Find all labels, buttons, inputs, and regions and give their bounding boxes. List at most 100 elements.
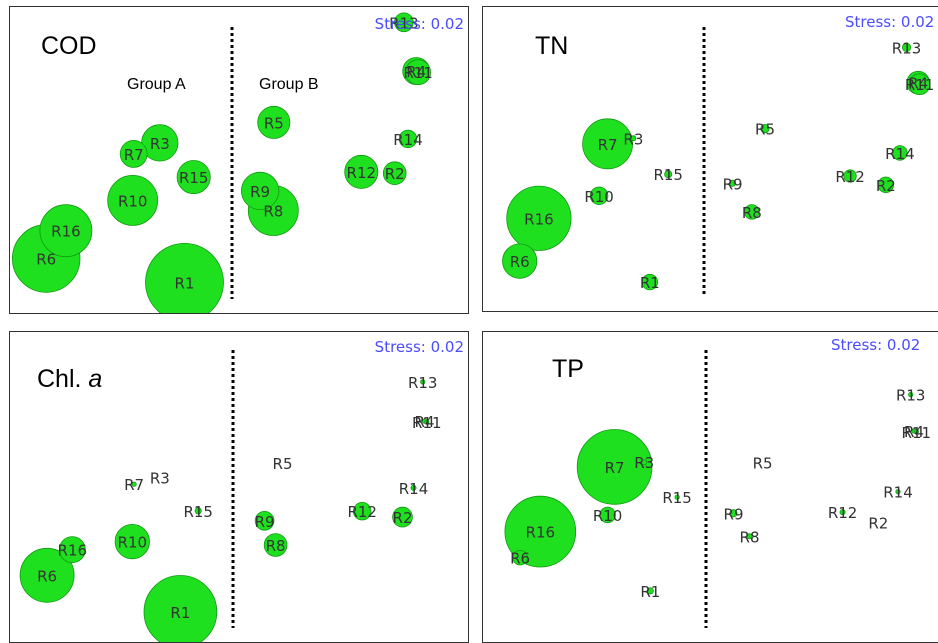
tn-label-r5: R5 bbox=[755, 121, 775, 139]
tp-label-r12: R12 bbox=[828, 504, 858, 522]
tn-bubble-r14 bbox=[892, 145, 908, 161]
tn-label-r10: R10 bbox=[584, 188, 614, 206]
chl-a-label-r6: R6 bbox=[37, 567, 57, 585]
chl-a-label-r5: R5 bbox=[273, 455, 293, 473]
tn-panel: R13 R4 R11 R5 R7 R3 R14 R15 R12 R2 R9 R10 R8 R16 R6 R1 … bbox=[482, 6, 938, 312]
chl-a-label-r15: R15 bbox=[183, 503, 213, 521]
tn-bubble-r10 bbox=[589, 186, 609, 206]
tn-label-r13: R13 bbox=[892, 39, 922, 57]
cod-bubble-r16 bbox=[39, 204, 93, 258]
chl-a-bubble-r14 bbox=[410, 484, 417, 491]
tn-label-r16: R16 bbox=[524, 210, 554, 228]
chl-a-label-r13: R13 bbox=[408, 374, 438, 392]
group-a-label: Group A bbox=[127, 76, 186, 93]
chl-a-label-r7: R7 bbox=[124, 476, 144, 494]
tn-bubble-r15 bbox=[664, 170, 673, 179]
tn-stress-label: Stress: 0.02 bbox=[845, 13, 935, 31]
tn-label-r14: R14 bbox=[885, 145, 915, 163]
tn-label-r12: R12 bbox=[835, 168, 865, 186]
tp-bubble-r15 bbox=[674, 494, 680, 500]
tp-label-r2: R2 bbox=[868, 514, 888, 532]
chl-a-bubble-r6 bbox=[19, 547, 75, 603]
cod-bubble-r14 bbox=[398, 129, 418, 149]
tp-label-r16: R16 bbox=[526, 524, 556, 542]
tp-label-r3: R3 bbox=[634, 454, 654, 472]
cod-bubble-r13 bbox=[394, 12, 414, 33]
cod-label-r10: R10 bbox=[118, 192, 148, 210]
chl-a-label-r1: R1 bbox=[170, 604, 190, 622]
tp-panel: R13 R4 R11 R5 R7 R3 R14 R15 R12 R2 R9 R10 R8 R16 R6 R1 … bbox=[482, 331, 938, 643]
tp-label-r11: R11 bbox=[902, 424, 932, 442]
tn-label-r8: R8 bbox=[742, 204, 762, 222]
tp-label-r13: R13 bbox=[896, 387, 926, 405]
cod-bubble-r15 bbox=[176, 160, 211, 195]
tn-bubble-r2 bbox=[877, 176, 895, 194]
tp-bubble-r7 bbox=[576, 429, 653, 505]
tp-bubble-r9 bbox=[729, 509, 738, 518]
chl-a-bubble-r2 bbox=[392, 506, 413, 528]
cod-bubble-r1 bbox=[145, 243, 224, 313]
tn-bubble-r6 bbox=[502, 243, 538, 279]
chl-a-bubble-r9 bbox=[254, 511, 275, 531]
chla-stress-label: Stress: 0.02 bbox=[374, 338, 464, 356]
tp-label-r14: R14 bbox=[883, 484, 913, 502]
tp-label-r9: R9 bbox=[724, 505, 744, 523]
cod-label-r13: R13 bbox=[389, 14, 419, 32]
tp-label-r8: R8 bbox=[740, 528, 760, 546]
tp-label-r1: R1 bbox=[640, 583, 660, 601]
tn-label-r15: R15 bbox=[653, 166, 683, 184]
tp-bubble-r16 bbox=[504, 495, 577, 568]
cod-label-r2: R2 bbox=[385, 165, 405, 183]
group-b-label: Group B bbox=[259, 76, 319, 93]
chl-a-bubble-r10 bbox=[114, 524, 150, 560]
cod-label-r16: R16 bbox=[51, 223, 81, 241]
tp-bubble-r13 bbox=[908, 391, 914, 398]
chl-a-bubble-r15 bbox=[194, 507, 202, 515]
cod-label-r3: R3 bbox=[150, 135, 170, 153]
tn-bubble-r3 bbox=[630, 135, 637, 142]
tn-bubble-r1 bbox=[641, 273, 659, 291]
tn-title: TN bbox=[535, 32, 569, 60]
cod-bubble-r9 bbox=[241, 171, 280, 210]
cod-label-r8: R8 bbox=[263, 203, 283, 221]
cod-label-r7: R7 bbox=[124, 146, 144, 164]
chl-a-label-r9: R9 bbox=[255, 513, 275, 531]
cod-bubble-r2 bbox=[382, 161, 407, 186]
chl-a-bubble-r13 bbox=[420, 379, 426, 385]
cod-label-r6: R6 bbox=[36, 251, 56, 269]
cod-label-r9: R9 bbox=[250, 183, 270, 201]
cod-label-r5: R5 bbox=[264, 114, 284, 132]
chl-a-label-r10: R10 bbox=[118, 534, 148, 552]
tn-bubble-r13 bbox=[901, 42, 912, 53]
cod-title: COD bbox=[41, 32, 97, 60]
tn-bubble-r16 bbox=[506, 185, 572, 251]
tp-bubble-r6 bbox=[512, 549, 528, 566]
tp-stress-label: Stress: 0.02 bbox=[831, 336, 921, 354]
tp-title: TP bbox=[552, 355, 584, 383]
tp-bubble-r1 bbox=[646, 587, 654, 595]
chl-a-bubble-r12 bbox=[353, 501, 372, 521]
chl-a-bubble-r8 bbox=[263, 533, 288, 557]
cod-label-r4: R4 bbox=[406, 63, 426, 81]
chl-a-label-r2: R2 bbox=[393, 509, 413, 527]
tp-label-r5: R5 bbox=[753, 455, 773, 473]
chl-a-bubble-r16 bbox=[58, 536, 86, 564]
cod-label-r15: R15 bbox=[179, 169, 209, 187]
chla-title: Chl. a bbox=[37, 365, 103, 393]
tn-bubble-r12 bbox=[843, 169, 857, 183]
tp-label-r10: R10 bbox=[593, 507, 623, 525]
cod-bubble-r7 bbox=[119, 139, 148, 168]
chl-a-bubble-r7 bbox=[131, 481, 137, 487]
cod-bubble-r11 bbox=[405, 59, 432, 86]
tn-bubble-r9 bbox=[729, 179, 737, 187]
tn-label-r11: R11 bbox=[905, 76, 935, 94]
cod-bubble-r12 bbox=[344, 154, 379, 189]
tn-label-r1: R1 bbox=[640, 274, 660, 292]
tn-label-r4: R4 bbox=[908, 75, 928, 93]
tp-label-r7: R7 bbox=[605, 459, 625, 477]
chl-a-label-r12: R12 bbox=[347, 503, 377, 521]
